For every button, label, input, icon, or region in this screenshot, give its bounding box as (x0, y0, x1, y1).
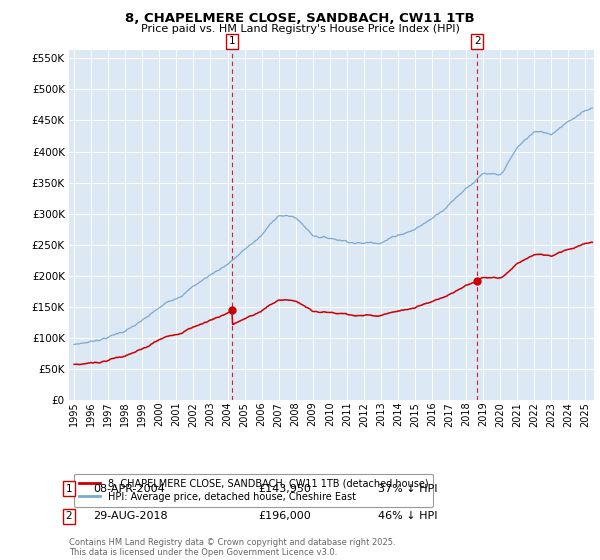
Text: Price paid vs. HM Land Registry's House Price Index (HPI): Price paid vs. HM Land Registry's House … (140, 24, 460, 34)
Text: 46% ↓ HPI: 46% ↓ HPI (378, 511, 437, 521)
Legend: 8, CHAPELMERE CLOSE, SANDBACH, CW11 1TB (detached house), HPI: Average price, de: 8, CHAPELMERE CLOSE, SANDBACH, CW11 1TB … (74, 474, 433, 507)
Text: Contains HM Land Registry data © Crown copyright and database right 2025.
This d: Contains HM Land Registry data © Crown c… (69, 538, 395, 557)
Text: 2: 2 (474, 36, 481, 46)
Text: 1: 1 (229, 36, 235, 46)
Text: 08-APR-2004: 08-APR-2004 (93, 484, 165, 494)
Text: 37% ↓ HPI: 37% ↓ HPI (378, 484, 437, 494)
Text: 2: 2 (65, 511, 73, 521)
Text: 1: 1 (65, 484, 73, 494)
Text: 29-AUG-2018: 29-AUG-2018 (93, 511, 167, 521)
Text: 8, CHAPELMERE CLOSE, SANDBACH, CW11 1TB: 8, CHAPELMERE CLOSE, SANDBACH, CW11 1TB (125, 12, 475, 25)
Text: £143,950: £143,950 (258, 484, 311, 494)
Text: £196,000: £196,000 (258, 511, 311, 521)
